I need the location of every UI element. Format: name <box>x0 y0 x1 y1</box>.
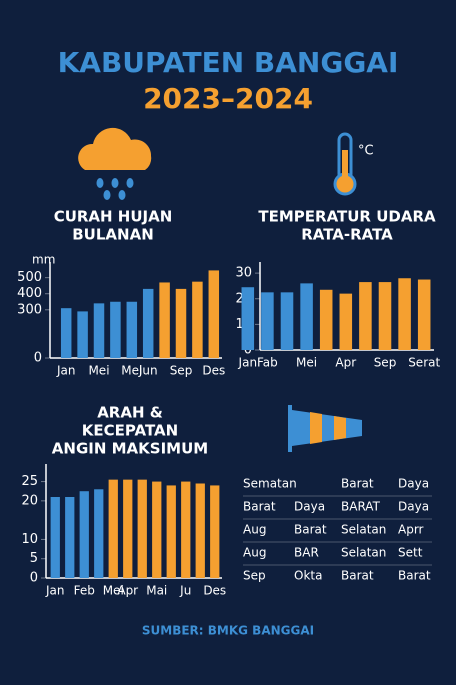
chart-title: ARAH & <box>97 404 163 422</box>
bar <box>60 308 72 358</box>
y-tick-label: 25 <box>21 474 38 489</box>
x-tick-label: Ju <box>179 584 191 598</box>
x-tick-label: Mei <box>121 364 142 378</box>
table-cell: Selatan <box>341 546 386 560</box>
x-tick-label: Fab <box>257 356 278 370</box>
table-cell: Barat <box>341 477 374 491</box>
x-tick-label: Jun <box>138 364 158 378</box>
rain-icon <box>78 127 152 200</box>
table-cell: Sematan <box>243 477 297 491</box>
chart-title: BULANAN <box>72 226 154 244</box>
bar <box>50 497 60 578</box>
table-cell: Barat <box>294 523 327 537</box>
y-tick-label: 0 <box>34 351 42 366</box>
y-tick-label: 0 <box>30 571 38 586</box>
table-cell: Selatan <box>341 523 386 537</box>
table-cell: Aug <box>243 523 266 537</box>
table-cell: Aug <box>243 546 266 560</box>
table-cell: Sett <box>398 546 423 560</box>
bar <box>137 479 147 578</box>
bar <box>175 288 187 358</box>
bar <box>417 279 431 350</box>
y-tick-label: 400 <box>17 286 42 301</box>
thermometer-icon <box>333 132 357 196</box>
bar <box>142 288 154 358</box>
table-cell: Daya <box>398 500 429 514</box>
x-tick-label: Serat <box>408 356 440 370</box>
bar <box>126 301 138 358</box>
source: SUMBER: BMKG BANGGAI <box>142 624 314 638</box>
y-tick-label: 30 <box>235 266 252 281</box>
table-cell: Barat <box>398 569 431 583</box>
bar <box>94 489 104 578</box>
table-cell: BAR <box>294 546 319 560</box>
y-tick-label: 500 <box>17 270 42 285</box>
x-tick-label: Jan <box>45 584 65 598</box>
y-unit: mm <box>32 253 55 267</box>
bar <box>359 282 372 350</box>
y-tick-label: 20 <box>21 493 38 508</box>
chart-title: TEMPERATUR UDARA <box>258 208 436 226</box>
table-cell: Aprr <box>398 523 424 537</box>
bar <box>192 281 203 358</box>
table-cell: BARAT <box>341 500 381 514</box>
y-tick-label: 10 <box>21 532 38 547</box>
bar <box>261 292 274 350</box>
bar <box>181 481 191 578</box>
x-tick-label: Des <box>203 584 226 598</box>
chart-title: ANGIN MAKSIMUM <box>52 440 208 458</box>
x-tick-label: Sep <box>170 364 193 378</box>
bar <box>280 292 294 350</box>
bar <box>339 293 353 350</box>
x-tick-label: Jan <box>238 356 258 370</box>
bar <box>210 485 220 578</box>
table-cell: Sep <box>243 569 266 583</box>
table-cell: Daya <box>294 500 325 514</box>
x-tick-label: Apr <box>335 356 356 370</box>
x-tick-label: Mei <box>296 356 317 370</box>
y-tick-label: 5 <box>30 551 38 566</box>
bar <box>65 497 75 578</box>
bar <box>166 485 176 578</box>
x-tick-label: Mei <box>103 584 124 598</box>
x-tick-label: Des <box>202 364 225 378</box>
bar <box>110 301 121 358</box>
bar <box>79 491 89 578</box>
chart-title: CURAH HUJAN <box>54 208 173 226</box>
temp-unit: °C <box>358 144 374 159</box>
table-cell: Barat <box>243 500 276 514</box>
x-tick-label: Jan <box>56 364 76 378</box>
x-tick-label: Feb <box>74 584 95 598</box>
bar <box>152 481 162 578</box>
bar <box>77 311 88 358</box>
subtitle: 2023–2024 <box>143 82 313 115</box>
title: KABUPATEN BANGGAI <box>58 46 399 79</box>
table-cell: Daya <box>398 477 429 491</box>
x-tick-label: Apr <box>117 584 138 598</box>
bar <box>378 282 392 350</box>
bar <box>319 289 333 350</box>
bar <box>159 282 170 358</box>
bar <box>208 270 220 358</box>
windsock-icon <box>288 405 362 452</box>
x-tick-label: Mai <box>146 584 167 598</box>
bar <box>93 303 105 358</box>
table-cell: Okta <box>294 569 322 583</box>
y-tick-label: 300 <box>17 302 42 317</box>
chart-title: KECEPATAN <box>82 422 178 440</box>
bar <box>300 283 313 350</box>
chart-title: RATA-RATA <box>301 226 393 244</box>
bar <box>123 479 133 578</box>
bar <box>108 479 118 578</box>
bar <box>195 483 205 578</box>
bar <box>398 278 411 350</box>
x-tick-label: Sep <box>374 356 397 370</box>
x-tick-label: Mei <box>88 364 109 378</box>
bar <box>241 287 255 350</box>
table-cell: Barat <box>341 569 374 583</box>
